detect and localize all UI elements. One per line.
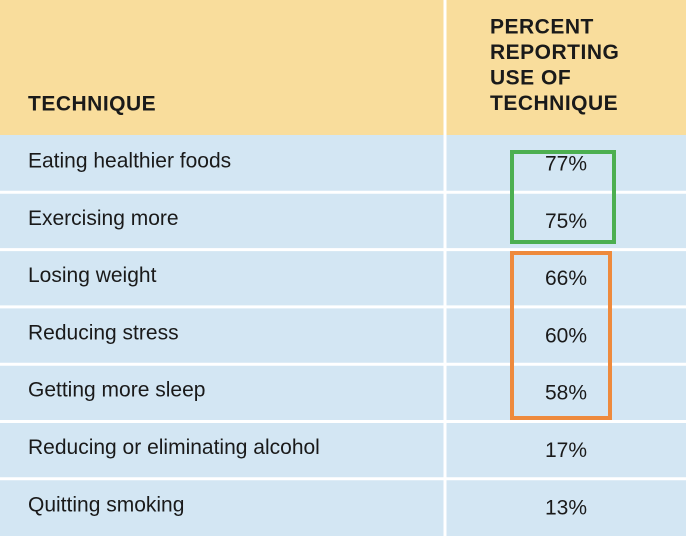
header-bg (0, 0, 686, 135)
header-line: USE OF (490, 67, 571, 90)
technique-cell: Exercising more (28, 207, 179, 230)
technique-cell: Quitting smoking (28, 493, 184, 516)
green-highlight (510, 150, 616, 244)
header-line: REPORTING (490, 41, 619, 64)
technique-cell: Losing weight (28, 264, 157, 287)
percent-cell: 60% (545, 324, 587, 347)
header-line: TECHNIQUE (490, 92, 618, 115)
percent-cell: 77% (545, 153, 587, 176)
percent-cell: 66% (545, 267, 587, 290)
percent-cell: 13% (545, 496, 587, 519)
technique-cell: Eating healthier foods (28, 150, 231, 173)
percent-cell: 58% (545, 382, 587, 405)
rows: Eating healthier foods 77% Exercising more… (0, 150, 686, 519)
body-bg (0, 135, 686, 536)
percent-cell: 17% (545, 439, 587, 462)
technique-cell: Getting more sleep (28, 379, 205, 402)
orange-highlight (510, 251, 612, 420)
percent-cell: 75% (545, 210, 587, 233)
header-technique: TECHNIQUE (28, 93, 156, 116)
technique-cell: Reducing or eliminating alcohol (28, 436, 320, 459)
header-line: PERCENT (490, 16, 594, 39)
technique-cell: Reducing stress (28, 321, 179, 344)
